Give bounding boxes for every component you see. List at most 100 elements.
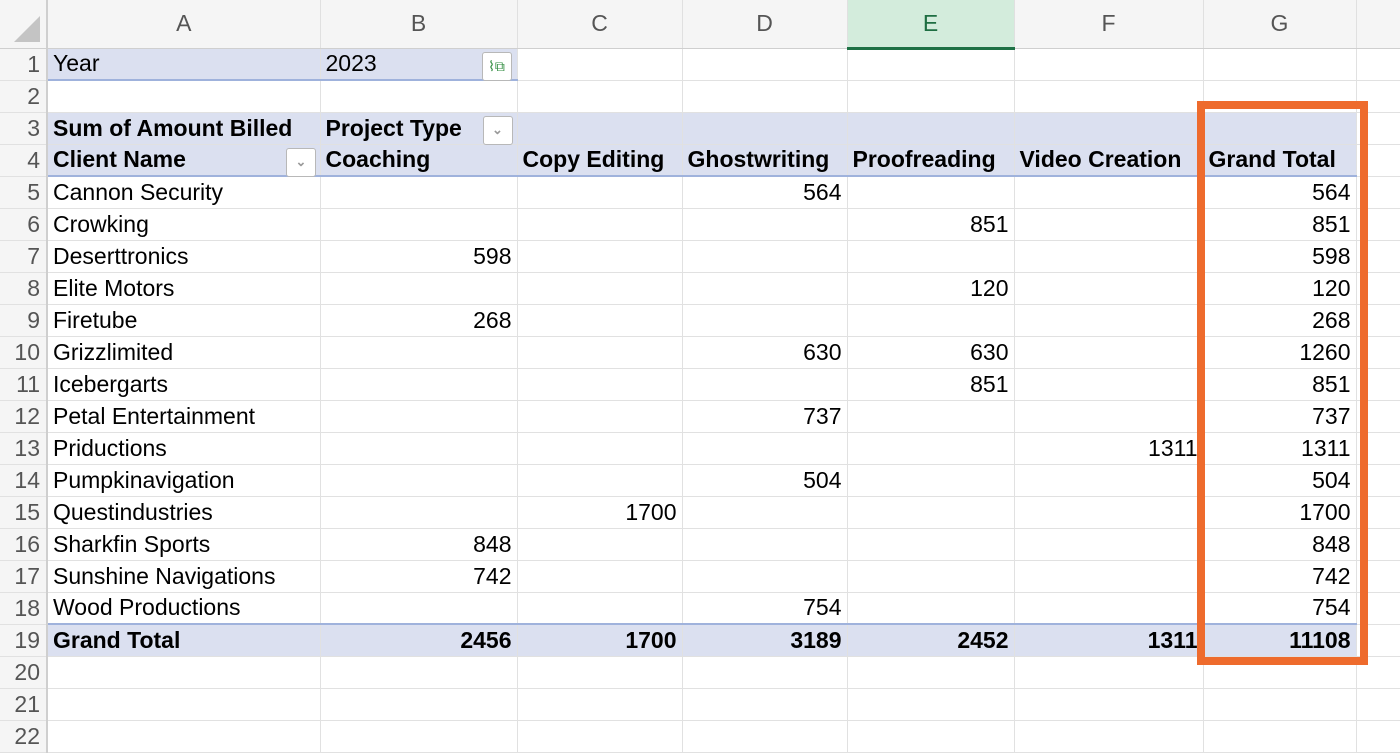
cell[interactable] <box>1356 368 1400 401</box>
cell[interactable] <box>1356 112 1400 145</box>
pivot-value[interactable]: 737 <box>1203 400 1357 433</box>
pivot-value[interactable] <box>847 304 1015 337</box>
client-name[interactable]: Grizzlimited <box>47 336 321 369</box>
pivot-value[interactable] <box>682 240 848 273</box>
pivot-value[interactable]: 742 <box>1203 560 1357 593</box>
cell[interactable] <box>320 656 518 689</box>
cell[interactable] <box>1356 336 1400 369</box>
cell[interactable] <box>1014 80 1204 113</box>
pivot-value[interactable] <box>682 304 848 337</box>
pivot-value[interactable]: 1260 <box>1203 336 1357 369</box>
pivot-value[interactable]: 1700 <box>517 496 683 529</box>
year-filter-button[interactable]: ⌇⧉ <box>481 51 512 81</box>
client-name[interactable]: Cannon Security <box>47 176 321 209</box>
cell[interactable] <box>517 48 683 81</box>
client-name[interactable]: Sunshine Navigations <box>47 560 321 593</box>
row-header[interactable]: 11 <box>0 368 48 401</box>
pivot-value[interactable] <box>517 240 683 273</box>
cell[interactable] <box>1356 624 1400 657</box>
grand-total-value[interactable]: 3189 <box>682 623 848 657</box>
pivot-value[interactable] <box>1014 560 1204 593</box>
row-header[interactable]: 19 <box>0 624 48 657</box>
cell[interactable] <box>1014 112 1204 145</box>
pivot-value[interactable]: 737 <box>682 400 848 433</box>
cell[interactable] <box>847 112 1015 145</box>
pivot-value[interactable] <box>682 432 848 465</box>
pivot-value[interactable] <box>517 400 683 433</box>
pivot-value[interactable]: 268 <box>320 304 518 337</box>
cell[interactable] <box>682 80 848 113</box>
cell[interactable] <box>47 720 321 753</box>
cell[interactable] <box>847 48 1015 81</box>
pivot-row-field[interactable]: Client Name ⌄ <box>47 144 321 177</box>
cell[interactable] <box>1014 720 1204 753</box>
client-name[interactable]: Petal Entertainment <box>47 400 321 433</box>
client-name[interactable]: Deserttronics <box>47 240 321 273</box>
cell[interactable] <box>1014 48 1204 81</box>
cell[interactable] <box>1356 48 1400 81</box>
cell[interactable] <box>847 80 1015 113</box>
pivot-value[interactable] <box>847 176 1015 209</box>
cell[interactable] <box>517 688 683 721</box>
pivot-value[interactable]: 120 <box>1203 272 1357 305</box>
pivot-value[interactable] <box>1014 400 1204 433</box>
cell[interactable] <box>847 688 1015 721</box>
cell[interactable] <box>1356 272 1400 305</box>
cell[interactable] <box>320 688 518 721</box>
pivot-value[interactable] <box>517 176 683 209</box>
pivot-value[interactable] <box>682 496 848 529</box>
cell[interactable] <box>1356 464 1400 497</box>
pivot-value[interactable] <box>1014 464 1204 497</box>
pivot-value[interactable]: 630 <box>682 336 848 369</box>
pivot-value[interactable] <box>1014 368 1204 401</box>
client-name[interactable]: Crowking <box>47 208 321 241</box>
column-header-h[interactable] <box>1356 0 1400 49</box>
cell[interactable] <box>1203 80 1357 113</box>
row-header[interactable]: 15 <box>0 496 48 529</box>
pivot-value[interactable] <box>320 496 518 529</box>
pivot-value[interactable] <box>847 464 1015 497</box>
cell[interactable] <box>847 656 1015 689</box>
pivot-value[interactable] <box>517 528 683 561</box>
cell[interactable] <box>682 720 848 753</box>
cell[interactable] <box>1356 560 1400 593</box>
pivot-value[interactable]: 851 <box>1203 368 1357 401</box>
row-header[interactable]: 14 <box>0 464 48 497</box>
cell[interactable] <box>47 656 321 689</box>
column-header-f[interactable]: F <box>1014 0 1204 49</box>
pivot-value[interactable]: 848 <box>1203 528 1357 561</box>
column-header-a[interactable]: A <box>47 0 321 49</box>
pivot-value[interactable]: 504 <box>1203 464 1357 497</box>
pivot-value[interactable]: 851 <box>1203 208 1357 241</box>
grand-total-value[interactable]: 2452 <box>847 623 1015 657</box>
cell[interactable] <box>320 80 518 113</box>
row-header[interactable]: 20 <box>0 656 48 689</box>
row-header[interactable]: 17 <box>0 560 48 593</box>
pivot-value[interactable]: 120 <box>847 272 1015 305</box>
client-name[interactable]: Sharkfin Sports <box>47 528 321 561</box>
client-name[interactable]: Elite Motors <box>47 272 321 305</box>
pivot-column-header[interactable]: Proofreading <box>847 144 1015 177</box>
pivot-value[interactable] <box>682 208 848 241</box>
cell[interactable] <box>47 688 321 721</box>
cell[interactable] <box>1356 528 1400 561</box>
row-header[interactable]: 22 <box>0 720 48 753</box>
cell[interactable] <box>1356 432 1400 465</box>
pivot-value[interactable] <box>847 432 1015 465</box>
pivot-value[interactable]: 1311 <box>1203 432 1357 465</box>
pivot-value[interactable]: 598 <box>1203 240 1357 273</box>
pivot-value[interactable] <box>517 304 683 337</box>
row-header[interactable]: 7 <box>0 240 48 273</box>
pivot-value[interactable]: 848 <box>320 528 518 561</box>
grand-total-value[interactable]: 1700 <box>517 623 683 657</box>
pivot-value[interactable] <box>320 336 518 369</box>
cell[interactable] <box>517 720 683 753</box>
pivot-value[interactable] <box>682 272 848 305</box>
pivot-value[interactable] <box>1014 528 1204 561</box>
pivot-value[interactable] <box>320 592 518 625</box>
cell[interactable] <box>1356 304 1400 337</box>
pivot-value[interactable] <box>1014 304 1204 337</box>
pivot-value[interactable] <box>847 240 1015 273</box>
cell[interactable] <box>1014 688 1204 721</box>
pivot-value[interactable] <box>517 272 683 305</box>
